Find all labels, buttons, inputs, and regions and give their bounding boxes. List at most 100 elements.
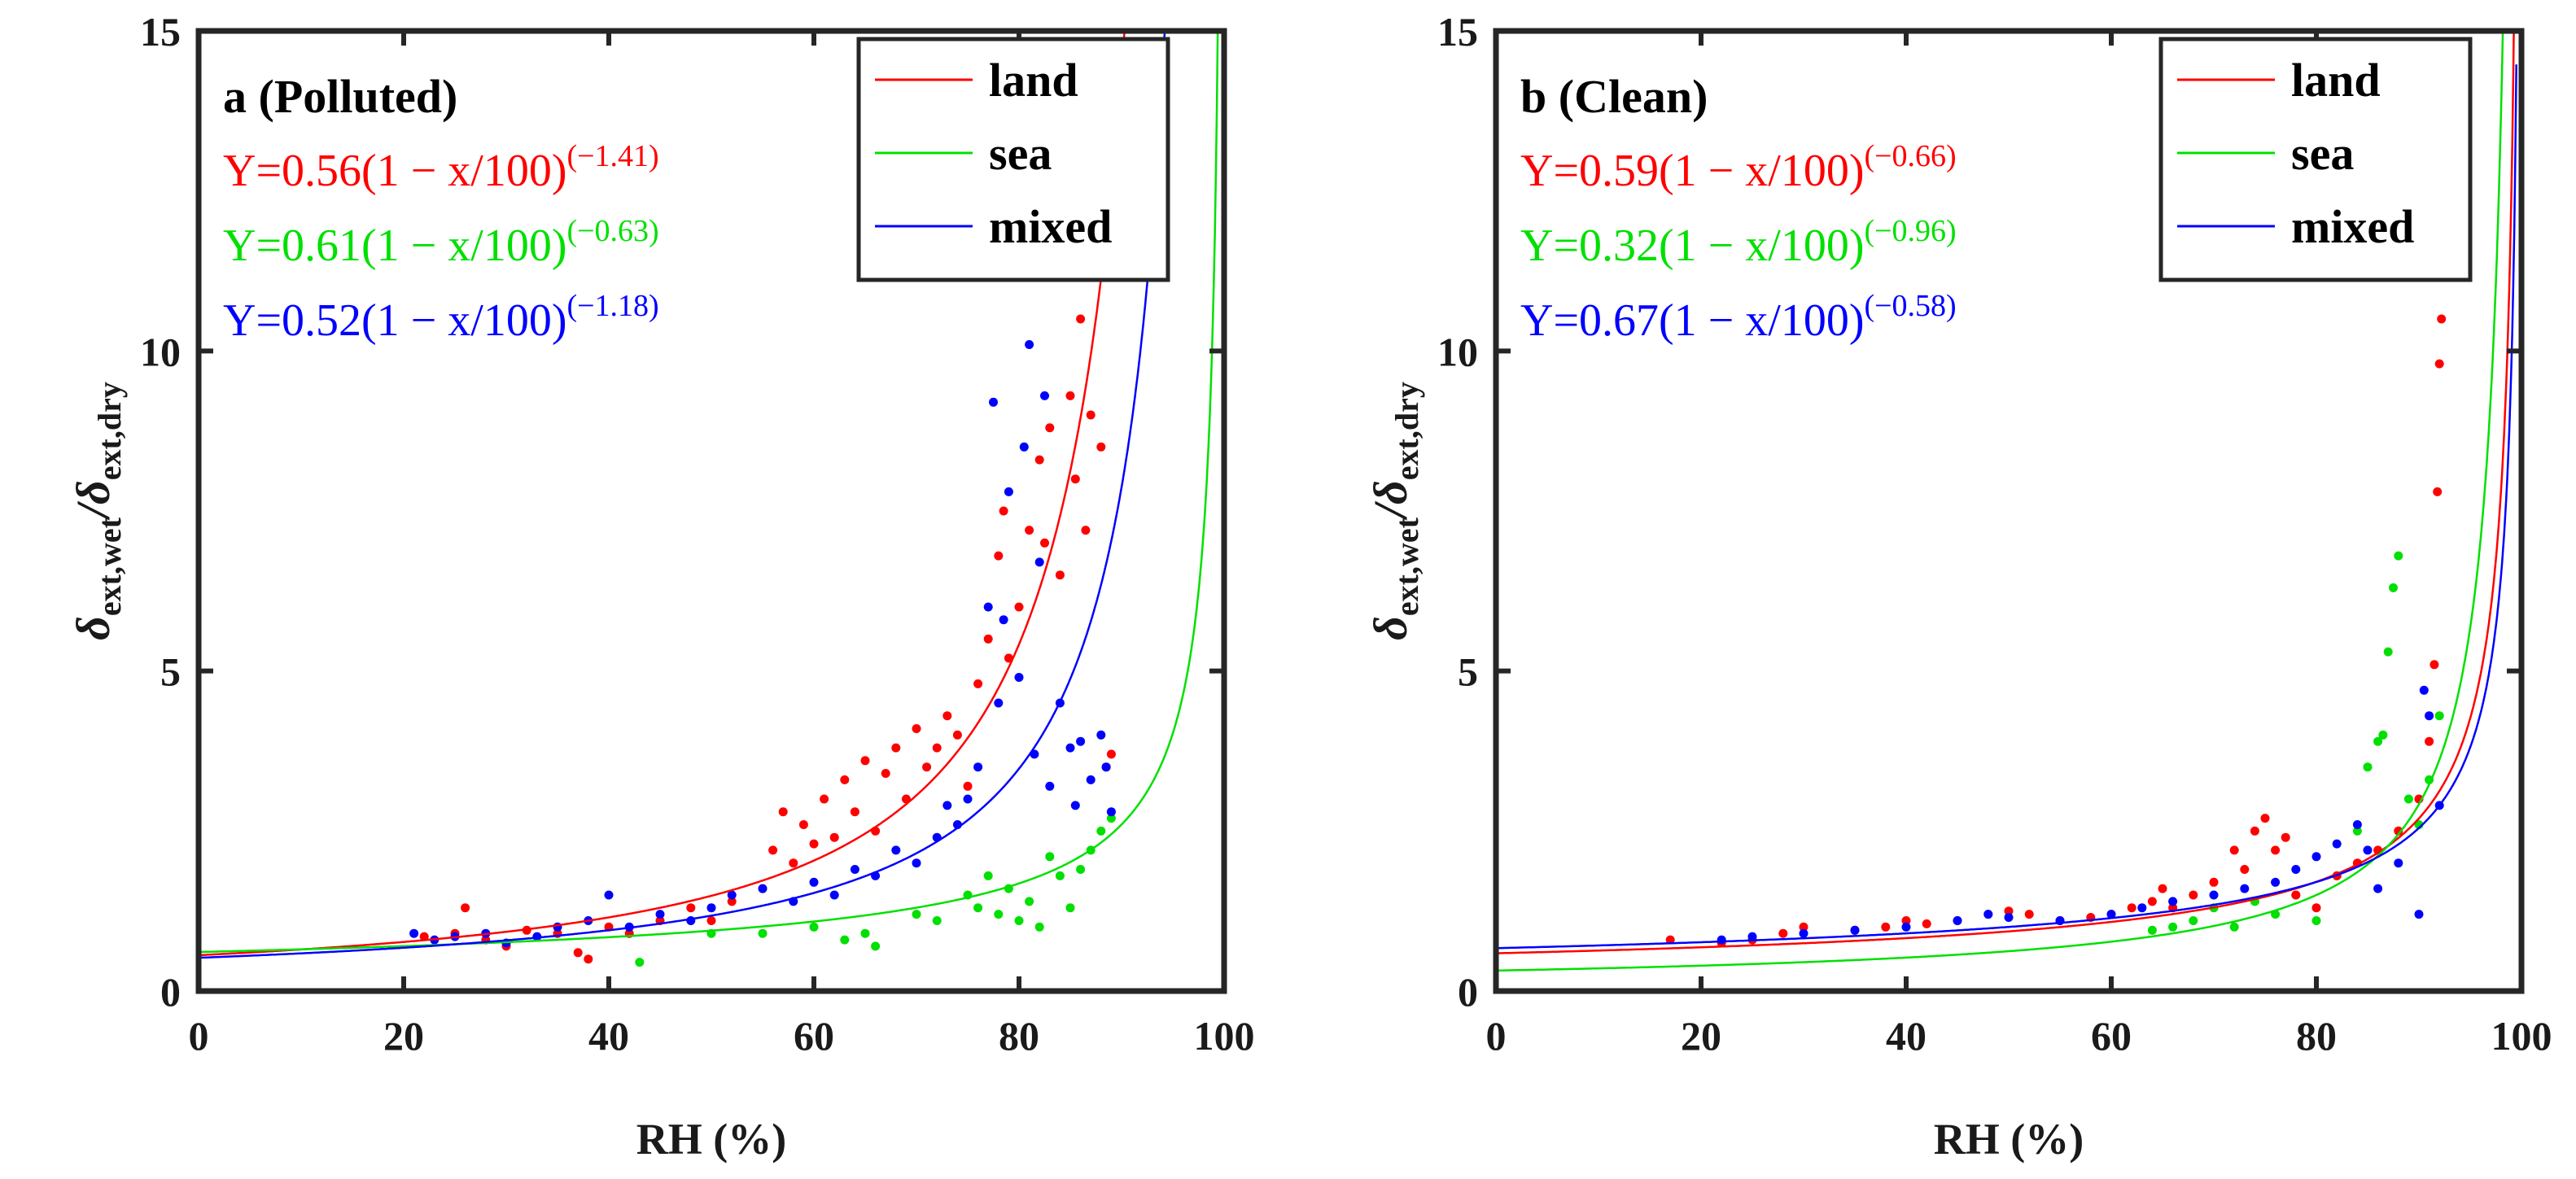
point-sea bbox=[2383, 647, 2393, 657]
point-sea bbox=[1065, 903, 1075, 913]
point-mixed bbox=[912, 858, 921, 868]
point-sea bbox=[1034, 922, 1044, 932]
point-mixed bbox=[1983, 910, 1993, 919]
point-land bbox=[2229, 845, 2239, 855]
point-mixed bbox=[2240, 884, 2250, 893]
point-mixed bbox=[2373, 884, 2383, 893]
point-land bbox=[1040, 538, 1049, 548]
equation-sea: Y=0.32(1 − x/100)(−0.96) bbox=[1520, 214, 1957, 271]
point-mixed bbox=[2332, 839, 2342, 849]
point-mixed bbox=[2363, 845, 2373, 855]
fit-line-mixed bbox=[199, 31, 1166, 959]
y-tick-label: 10 bbox=[140, 329, 181, 374]
x-tick-label: 20 bbox=[383, 1013, 424, 1059]
point-mixed bbox=[1106, 807, 1116, 817]
point-land bbox=[1881, 922, 1891, 932]
y-tick-label: 0 bbox=[1458, 969, 1478, 1015]
point-mixed bbox=[1901, 922, 1911, 932]
point-land bbox=[2147, 897, 2157, 906]
point-land bbox=[2429, 660, 2439, 670]
point-sea bbox=[983, 871, 993, 880]
point-mixed bbox=[706, 903, 716, 913]
point-land bbox=[1106, 749, 1116, 759]
point-sea bbox=[2147, 925, 2157, 935]
point-land bbox=[850, 807, 859, 817]
point-mixed bbox=[2419, 685, 2429, 695]
point-land bbox=[2189, 890, 2198, 900]
point-mixed bbox=[2209, 890, 2219, 900]
point-sea bbox=[1025, 897, 1034, 906]
point-land bbox=[2433, 487, 2443, 496]
legend-label-land: land bbox=[989, 54, 1078, 107]
point-land bbox=[461, 903, 470, 913]
point-mixed bbox=[1101, 762, 1111, 772]
y-tick-label: 5 bbox=[1458, 649, 1478, 695]
point-mixed bbox=[1045, 781, 1055, 791]
point-mixed bbox=[973, 762, 983, 772]
point-sea bbox=[2434, 711, 2444, 721]
point-mixed bbox=[1065, 743, 1075, 753]
panel-a: 0 20 40 60 80 100 0 5 10 15 RH (%) δext,wet/δext,dr… bbox=[67, 9, 1255, 1164]
point-land bbox=[840, 775, 850, 784]
point-mixed bbox=[1086, 775, 1096, 784]
point-land bbox=[1086, 410, 1096, 420]
point-land bbox=[789, 858, 798, 868]
point-mixed bbox=[2137, 903, 2147, 913]
point-land bbox=[686, 903, 696, 913]
point-land bbox=[2425, 736, 2434, 746]
point-land bbox=[2158, 884, 2167, 893]
fit-line-land bbox=[199, 31, 1126, 957]
point-land bbox=[983, 634, 993, 644]
point-land bbox=[860, 756, 870, 766]
point-mixed bbox=[2271, 877, 2281, 887]
point-mixed bbox=[1034, 557, 1044, 567]
x-axis-label: RH (%) bbox=[1934, 1115, 2084, 1164]
point-land bbox=[1901, 916, 1911, 925]
point-land bbox=[573, 948, 583, 958]
point-sea bbox=[2189, 916, 2198, 925]
point-sea bbox=[860, 928, 870, 938]
point-land bbox=[419, 932, 429, 941]
point-land bbox=[881, 769, 890, 778]
y-tick-label: 5 bbox=[160, 649, 181, 695]
point-land bbox=[942, 711, 952, 721]
scatter-layer bbox=[1665, 314, 2447, 948]
x-tick-label: 40 bbox=[588, 1013, 629, 1059]
point-mixed bbox=[994, 698, 1004, 708]
point-land bbox=[932, 743, 942, 753]
point-mixed bbox=[1096, 730, 1106, 740]
point-land bbox=[1070, 474, 1080, 484]
point-land bbox=[1076, 314, 1086, 324]
point-land bbox=[2260, 814, 2270, 823]
x-tick-label: 20 bbox=[1681, 1013, 1721, 1059]
panel-b: 0 20 40 60 80 100 0 5 10 15 RH (%) δext,wet/δext,dr… bbox=[1364, 9, 2552, 1164]
point-mixed bbox=[1025, 340, 1034, 349]
point-land bbox=[798, 820, 808, 829]
point-mixed bbox=[2106, 910, 2116, 919]
point-sea bbox=[2378, 730, 2388, 740]
equation-sea: Y=0.61(1 − x/100)(−0.63) bbox=[223, 214, 659, 271]
point-land bbox=[1014, 602, 1024, 612]
legend: land sea mixed bbox=[856, 37, 1170, 282]
point-land bbox=[768, 845, 778, 855]
point-sea bbox=[912, 910, 921, 919]
point-mixed bbox=[2352, 820, 2362, 829]
point-land bbox=[912, 724, 921, 733]
x-axis-label: RH (%) bbox=[636, 1115, 786, 1164]
legend-label-sea: sea bbox=[989, 127, 1052, 180]
point-land bbox=[2024, 910, 2034, 919]
point-land bbox=[891, 743, 901, 753]
point-mixed bbox=[1717, 935, 1726, 945]
x-tick-label: 60 bbox=[2091, 1013, 2132, 1059]
point-land bbox=[2291, 890, 2301, 900]
point-land bbox=[2004, 906, 2014, 916]
point-land bbox=[584, 954, 593, 964]
point-mixed bbox=[809, 877, 819, 887]
legend-label-mixed: mixed bbox=[989, 200, 1112, 253]
point-sea bbox=[2394, 551, 2403, 561]
fit-line-land bbox=[1496, 31, 2515, 954]
point-mixed bbox=[1070, 801, 1080, 810]
x-tick-label: 40 bbox=[1886, 1013, 1927, 1059]
point-land bbox=[778, 807, 788, 817]
legend: land sea mixed bbox=[2158, 37, 2473, 282]
